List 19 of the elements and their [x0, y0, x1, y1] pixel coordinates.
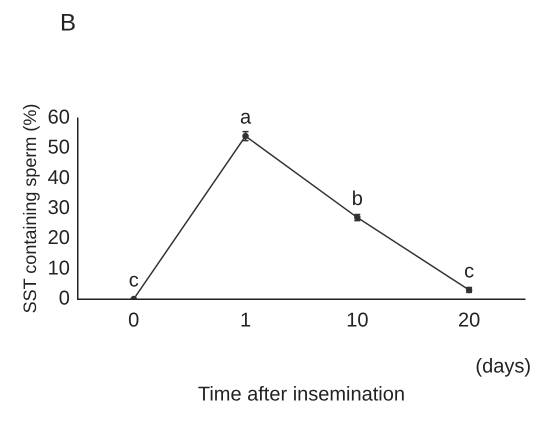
text: (days) [475, 356, 531, 378]
annotation: c [128, 270, 139, 292]
annotation: a [240, 106, 252, 129]
y-tick-label: 20 [48, 227, 70, 250]
y-axis-title: SST containing sperm (%) [20, 104, 40, 314]
x-tick-label: 0 [128, 310, 140, 332]
chart-title: B [60, 10, 76, 37]
y-tick-label: 30 [48, 197, 70, 220]
y-tick-label: 40 [48, 166, 70, 189]
y-tick-label: 0 [58, 288, 70, 310]
x-tick-label: 10 [346, 310, 368, 332]
x-tick-label: 20 [458, 310, 480, 332]
x-tick-label: 1 [240, 310, 252, 332]
x-axis-title: Time after insemination [198, 384, 405, 406]
y-tick-label: 50 [48, 136, 70, 159]
y-tick-label: 60 [48, 106, 70, 129]
y-tick-label: 10 [48, 257, 70, 280]
annotation: b [352, 188, 363, 210]
annotation: c [464, 260, 474, 282]
